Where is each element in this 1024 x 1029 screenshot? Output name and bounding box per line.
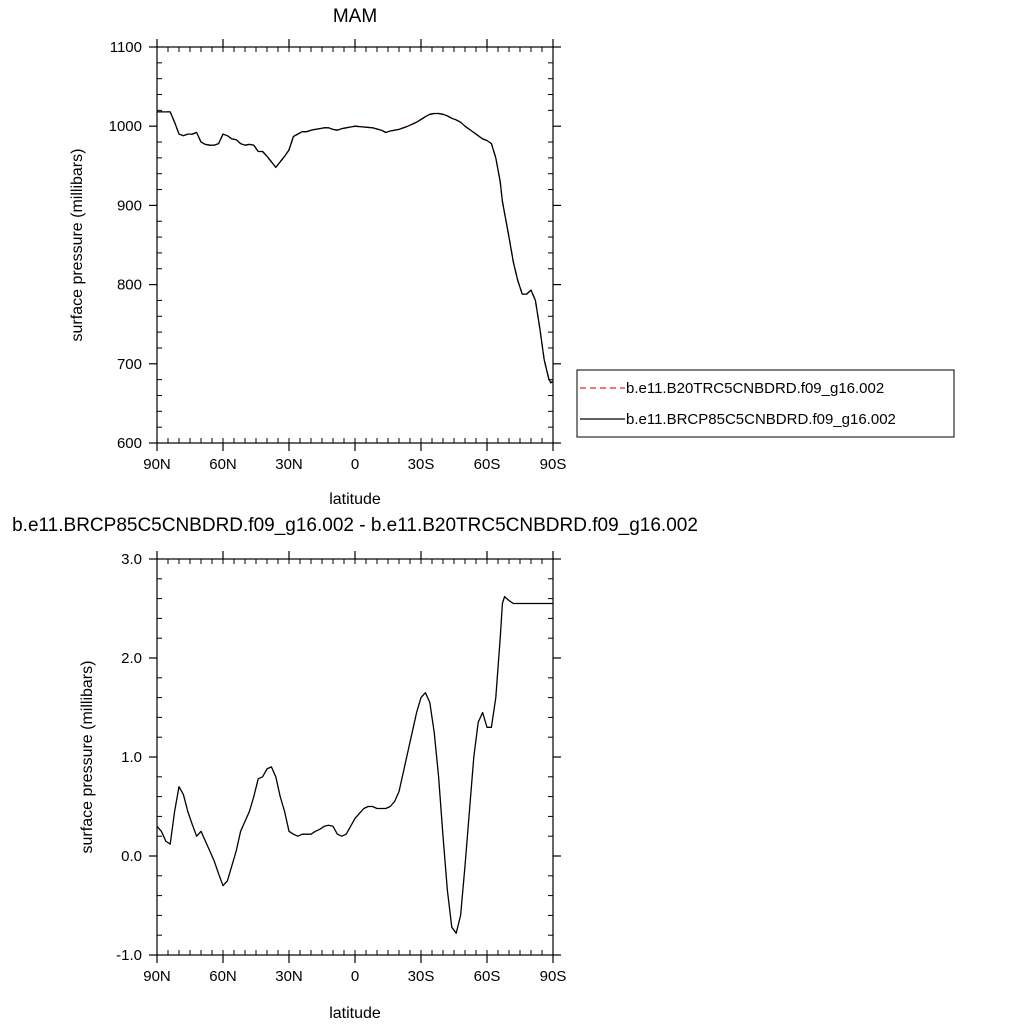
top-y-tick-label: 600 <box>117 435 142 452</box>
legend: b.e11.B20TRC5CNBDRD.f09_g16.002 b.e11.BR… <box>576 369 955 438</box>
top-y-tick-label: 1100 <box>110 39 142 56</box>
top-x-tick-label: 60S <box>474 456 501 473</box>
top-x-tick-label: 60N <box>209 456 237 473</box>
bottom-y-tick-label: 3.0 <box>121 551 142 568</box>
top-y-tick-label: 700 <box>117 356 142 373</box>
top-x-axis-label: latitude <box>329 491 381 508</box>
top-x-tick-label: 30S <box>408 456 435 473</box>
top-chart-title: MAM <box>333 6 377 27</box>
bottom-axis-ticks: 90N 60N 30N 0 30S 60S 90S -1.0 0.0 1.0 2.0 3.0 <box>116 551 566 985</box>
bottom-series-line-0 <box>156 595 553 934</box>
bottom-series-lines <box>156 595 553 934</box>
top-x-tick-label: 90N <box>143 456 171 473</box>
legend-box <box>576 369 955 438</box>
top-panel: MAM 90N 60N 30N 0 30S 60S 90S 600 700 800 900 1000 1… <box>69 6 566 508</box>
top-axis-ticks: 90N 60N 30N 0 30S 60S 90S 600 700 800 900 1000 1100 <box>109 39 567 473</box>
bottom-x-tick-label: 0 <box>351 968 359 985</box>
bottom-panel: b.e11.BRCP85C5CNBDRD.f09_g16.002 - b.e11… <box>12 515 698 1022</box>
legend-entry-brcp85: b.e11.BRCP85C5CNBDRD.f09_g16.002 <box>626 411 896 428</box>
bottom-plot-frame <box>156 558 554 956</box>
top-y-tick-label: 800 <box>117 277 142 294</box>
top-x-tick-label: 30N <box>275 456 303 473</box>
bottom-x-tick-label: 60S <box>474 968 501 985</box>
top-y-tick-label: 900 <box>117 197 142 214</box>
bottom-y-tick-label: 0.0 <box>121 848 142 865</box>
top-series-line-1 <box>157 111 554 384</box>
bottom-x-axis-label: latitude <box>329 1005 381 1022</box>
bottom-y-axis-label: surface pressure (millibars) <box>79 661 96 854</box>
bottom-chart-title: b.e11.BRCP85C5CNBDRD.f09_g16.002 - b.e11… <box>12 515 698 536</box>
bottom-x-tick-label: 90N <box>143 968 171 985</box>
bottom-y-tick-label: 2.0 <box>121 650 142 667</box>
top-x-tick-label: 90S <box>540 456 567 473</box>
bottom-y-tick-label: -1.0 <box>116 947 142 964</box>
top-plot-frame <box>156 46 554 444</box>
top-x-tick-label: 0 <box>351 456 359 473</box>
bottom-x-tick-label: 30N <box>275 968 303 985</box>
top-y-tick-label: 1000 <box>109 118 142 135</box>
top-series-lines <box>157 111 554 384</box>
legend-entry-b20trc: b.e11.B20TRC5CNBDRD.f09_g16.002 <box>626 380 884 397</box>
bottom-x-tick-label: 60N <box>209 968 237 985</box>
bottom-y-tick-label: 1.0 <box>121 749 142 766</box>
bottom-x-tick-label: 30S <box>408 968 435 985</box>
bottom-x-tick-label: 90S <box>540 968 567 985</box>
top-y-axis-label: surface pressure (millibars) <box>69 149 86 342</box>
